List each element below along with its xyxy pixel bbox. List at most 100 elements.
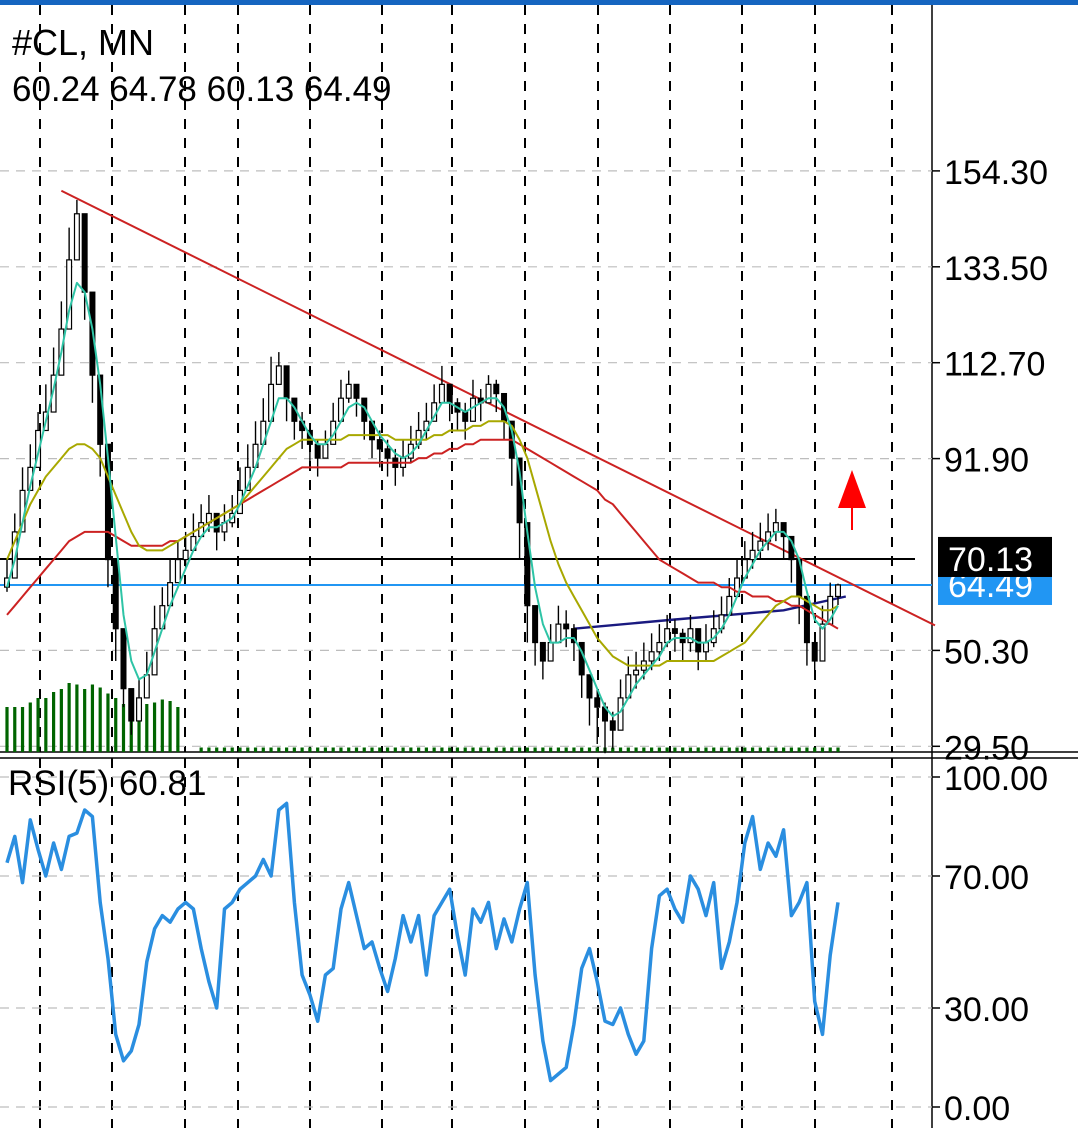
candle-body [174,558,181,584]
candle-body [555,623,562,644]
price-tick-label: 154.30 [944,154,1048,192]
volume-bar [207,747,211,752]
volume-bar [385,747,390,752]
volume-bar [222,747,227,752]
volume-bar [230,747,234,752]
volume-bar [789,747,794,752]
volume-bar [766,747,770,752]
volume-bar [36,698,40,752]
volume-bar [401,747,405,752]
candle-body [687,628,694,644]
volume-bar [432,747,436,752]
volume-bar [440,747,444,752]
volume-bar [712,747,716,752]
volume-bar [393,747,397,752]
volume-bar [533,747,537,752]
rsi-tick-label: 100.00 [944,760,1048,798]
volume-bar [688,747,693,752]
candle-body [648,651,655,662]
symbol-label: #CL, MN [12,22,155,63]
rsi-line [5,801,840,1083]
volume-bar [750,747,755,752]
ma-slow-line [6,438,839,630]
candle-body [283,365,290,399]
candle-body [353,383,360,399]
volume-bar [253,747,258,752]
candle-body [384,448,391,459]
volume-bar [106,693,110,752]
candle-body [345,383,352,399]
volume-bar [20,707,25,752]
rsi-tick-label: 0.00 [944,1090,1010,1128]
volume-bar [634,747,638,752]
candle-body [493,383,500,395]
volume-bar [261,747,265,752]
candle-body [803,595,810,644]
volume-bar [362,747,366,752]
volume-bar [836,747,840,752]
candle-body [570,628,577,644]
volume-bar [378,747,382,752]
volume-bar [176,707,180,752]
volume-bar [67,683,71,752]
candle-body [104,443,111,561]
volume-bar [98,687,102,752]
candle-body [446,383,453,404]
volume-bar [813,747,817,752]
rsi-tick-label: 70.00 [944,859,1029,897]
volume-bar [277,747,281,752]
candle-body [376,439,383,450]
candle-body [120,628,127,690]
volume-bar [121,704,126,752]
volume-bar [735,747,739,752]
candle-body [275,365,282,385]
candle-body [469,397,476,422]
candle-body [143,674,150,699]
volume-bar [510,747,514,752]
volume-bar [805,747,809,752]
price-tick-label: 29.50 [944,729,1029,767]
price-label-text: 70.13 [948,541,1033,579]
volume-bar [323,747,328,752]
candle-body [438,383,445,404]
candle-body [66,259,73,330]
volume-bar [354,747,359,752]
candle-body [462,411,469,422]
volume-bar [83,689,87,752]
rsi-title: RSI(5) 60.81 [8,764,207,803]
volume-bar [137,701,141,752]
candle-body [772,522,779,533]
candle-body [73,213,80,261]
candle-body [112,558,119,630]
volume-bar [75,684,79,752]
candle-body [136,697,143,722]
volume-bar [284,747,289,752]
volume-bar [758,747,762,752]
candle-body [524,522,531,607]
candle-body [50,374,57,413]
volume-bar [564,747,568,752]
volume-bar [541,747,545,752]
volume-bar [44,698,48,752]
volume-bar [727,747,731,752]
volume-bar [90,684,95,752]
volume-bar [347,747,351,752]
volume-bar [145,704,149,752]
volume-bar [152,702,157,752]
candle-body [695,628,702,653]
volume-bar [160,699,164,752]
volume-bar [774,747,778,752]
volume-bar [719,747,724,752]
volume-bar [238,747,242,752]
volume-bar [51,692,56,752]
price-tick-label: 50.30 [944,633,1029,671]
price-candles [3,199,841,754]
candle-body [671,628,678,634]
volume-bar [587,747,592,752]
candle-body [834,584,841,598]
volume-bar [471,747,475,752]
volume-bar [13,707,17,752]
